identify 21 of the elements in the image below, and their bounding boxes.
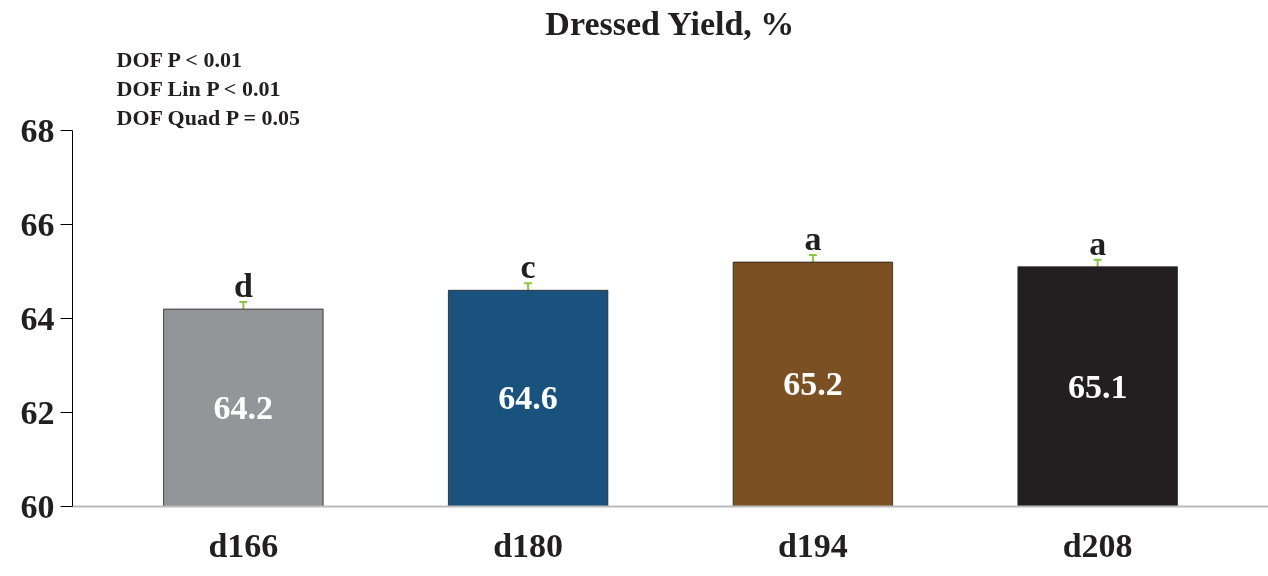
x-tick-label: d166 bbox=[208, 526, 279, 564]
data-label: 65.2 bbox=[783, 365, 843, 403]
x-tick-label: d180 bbox=[493, 526, 564, 564]
annotation: d bbox=[233, 267, 253, 305]
y-tick-label: 68 bbox=[20, 111, 55, 149]
annotation: a bbox=[804, 220, 822, 258]
text: DOF P < 0.01 bbox=[116, 46, 242, 72]
text: DOF Lin P < 0.01 bbox=[116, 75, 281, 101]
y-tick-label: 62 bbox=[20, 393, 55, 431]
x-tick-label: d194 bbox=[777, 526, 848, 564]
data-label: 64.2 bbox=[213, 388, 274, 426]
chart-title: Dressed Yield, % bbox=[545, 4, 795, 42]
y-tick-label: 64 bbox=[20, 299, 55, 337]
y-tick-label: 66 bbox=[20, 205, 55, 243]
text: DOF Quad P = 0.05 bbox=[116, 104, 300, 130]
data-label: 64.6 bbox=[498, 379, 558, 417]
x-tick-label: d208 bbox=[1062, 526, 1133, 564]
annotation: c bbox=[520, 248, 536, 286]
annotation: a bbox=[1089, 224, 1107, 262]
data-label: 65.1 bbox=[1067, 367, 1128, 405]
y-tick-label: 60 bbox=[20, 487, 55, 525]
